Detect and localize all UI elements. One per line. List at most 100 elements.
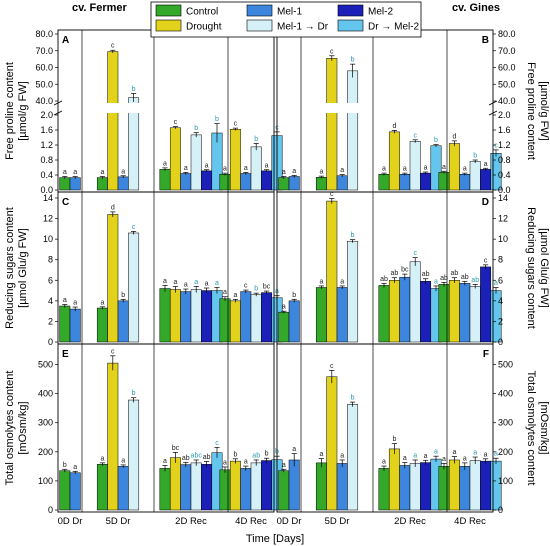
y-tick-label: 1.6 [498,125,511,135]
significance-letter: a [403,166,407,173]
significance-letter: b [194,125,198,132]
legend-label: Mel-2 [368,7,393,18]
y-tick-label: 0 [498,505,503,515]
x-category-label: 5D Dr [106,516,131,527]
axis-break [276,103,494,113]
bar [69,472,81,511]
panel-frame [57,343,275,513]
significance-letter: a [382,166,386,173]
y-tick-label: 0.8 [40,155,53,165]
y-tick-label: 8 [498,255,503,265]
panel-letter: B [482,35,489,46]
significance-letter: b [132,390,136,397]
y-axis-label: Reducing sugars content [4,207,16,329]
bar [347,70,359,191]
bar [159,288,171,343]
y-axis-label: Free proline content [4,62,16,160]
legend-swatch [246,19,273,32]
significance-letter: a [244,165,248,172]
bar [480,266,492,343]
significance-letter: c [413,132,417,139]
y-tick-label: 400 [38,389,53,399]
bar [229,300,241,343]
significance-letter: d [452,133,456,140]
significance-letter: a [434,278,438,285]
significance-letter: a [163,160,167,167]
significance-letter: d [392,123,396,130]
bar [420,281,432,343]
significance-letter: b [254,286,258,293]
significance-letter: a [215,280,219,287]
significance-letter: b [434,137,438,144]
significance-letter: a [205,281,209,288]
bar [229,460,241,511]
significance-letter: c [174,119,178,126]
y-axis-unit: [µmol/g FW] [17,81,29,141]
significance-letter: a [100,299,104,306]
significance-letter: bc [263,284,271,291]
bar [117,466,129,511]
x-category-label: 2D Rec [175,516,207,527]
x-category-label: 0D Dr [58,516,83,527]
y-axis-unit: [µmol Glu/g FW] [17,228,29,308]
bar [438,466,450,511]
bar [128,399,140,511]
bar [438,172,450,191]
significance-letter: a [494,280,498,287]
y-tick-label: 80.0 [35,29,53,39]
significance-letter: b [473,153,477,160]
y-tick-label: 300 [498,418,513,428]
significance-letter: a [184,282,188,289]
y-tick-label: 14 [498,193,508,203]
y-tick-label: 6 [48,275,53,285]
bar [107,214,119,343]
significance-letter: c [234,121,238,128]
significance-letter: a [292,446,296,453]
bar [336,287,348,343]
significance-letter: bc [401,267,409,274]
bar [378,468,390,511]
y-tick-label: 0.4 [498,170,511,180]
bar [388,448,400,511]
bar [190,289,202,343]
significance-letter: a [282,462,286,469]
y-tick-label: 8 [48,255,53,265]
significance-letter: c [111,348,115,355]
significance-letter: a [292,168,296,175]
bar [326,376,338,511]
y-tick-label: 50.0 [498,79,516,89]
y-tick-label: 2.0 [40,110,53,120]
bar [201,290,213,343]
bar [336,463,348,511]
significance-letter: c [494,142,498,149]
legend-swatch [155,4,182,17]
panel-frame [276,343,494,513]
legend-swatch [337,4,364,17]
bar [128,232,140,343]
significance-letter: a [63,169,67,176]
significance-letter: ab [422,271,430,278]
bar [190,462,202,511]
bar [399,174,411,191]
significance-letter: a [223,459,227,466]
bar [315,287,327,343]
significance-letter: b [254,136,258,143]
y-tick-label: 4 [48,296,53,306]
legend-swatch [337,19,364,32]
bar [96,307,108,343]
legend-swatch [246,4,273,17]
significance-letter: b [265,451,269,458]
significance-letter: a [73,464,77,471]
y-tick-label: 500 [498,360,513,370]
x-axis-title: Time [Days] [246,533,304,545]
significance-letter: c [244,283,248,290]
bar [399,276,411,343]
significance-letter: c [111,43,115,50]
bar [201,464,213,511]
bar [261,460,273,511]
bar [250,294,262,343]
y-tick-label: 0.0 [498,185,511,195]
bar [59,470,71,511]
significance-letter: b [132,86,136,93]
